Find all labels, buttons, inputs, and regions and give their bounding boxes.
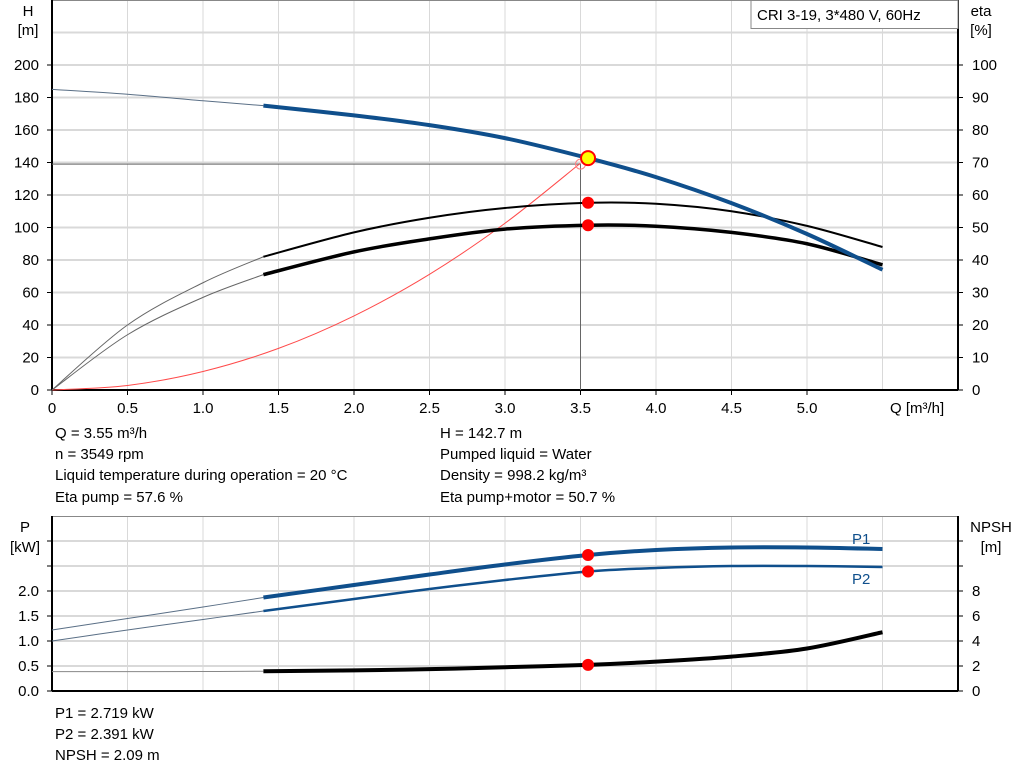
y-left-unit: [m] — [18, 22, 39, 39]
y-right-tick-label: 10 — [972, 350, 989, 367]
y-left-tick-label: 40 — [22, 317, 39, 334]
y-left-tick-label: 100 — [14, 220, 39, 237]
x-tick-label: 0 — [48, 400, 56, 417]
y-left-tick-label: 160 — [14, 122, 39, 139]
legend-text: CRI 3-19, 3*480 V, 60Hz — [757, 7, 921, 24]
legend-box — [750, 0, 959, 29]
info-left-2: Liquid temperature during operation = 20… — [55, 467, 348, 484]
p2-series-label: P2 — [852, 571, 870, 588]
x-tick-label: 2.5 — [419, 400, 440, 417]
npsh-tick-label: 8 — [972, 583, 980, 600]
y-right-tick-label: 90 — [972, 90, 989, 107]
p-tick-label: 2.0 — [18, 583, 39, 600]
y-right-label: eta — [971, 3, 993, 20]
y-right-tick-label: 60 — [972, 187, 989, 204]
info-left-3: Eta pump = 57.6 % — [55, 489, 183, 506]
p-tick-label: 0.5 — [18, 658, 39, 675]
y-left-tick-label: 180 — [14, 90, 39, 107]
y-right-tick-label: 40 — [972, 252, 989, 269]
x-tick-label: 4.5 — [721, 400, 742, 417]
x-tick-label: 3.0 — [495, 400, 516, 417]
p2-curve-extrapolated — [51, 610, 264, 642]
y-left-tick-label: 120 — [14, 187, 39, 204]
x-tick-label: 4.0 — [646, 400, 667, 417]
p-tick-label: 0.0 — [18, 683, 39, 700]
p1-curve-extrapolated — [51, 597, 264, 631]
y-left-tick-label: 0 — [31, 382, 39, 399]
y-right-unit: [%] — [970, 22, 992, 39]
info-power-1: P2 = 2.391 kW — [55, 726, 154, 743]
x-tick-label: 1.0 — [193, 400, 214, 417]
p2-curve — [263, 564, 883, 613]
p-tick-label: 1.0 — [18, 633, 39, 650]
x-axis-label: Q [m³/h] — [890, 400, 944, 417]
y-right-tick-label: 50 — [972, 220, 989, 237]
head-curve-extrapolated — [51, 88, 264, 107]
y-left-tick-label: 80 — [22, 252, 39, 269]
y-right-tick-label: 30 — [972, 285, 989, 302]
y-right-tick-label: 70 — [972, 155, 989, 172]
npsh-tick-label: 0 — [972, 683, 980, 700]
y-right-tick-label: 100 — [972, 57, 997, 74]
p-axis-label: P — [20, 519, 30, 536]
info-right-3: Eta pump+motor = 50.7 % — [440, 489, 616, 506]
info-right-1: Pumped liquid = Water — [440, 446, 592, 463]
info-power-0: P1 = 2.719 kW — [55, 705, 154, 722]
x-tick-label: 5.0 — [797, 400, 818, 417]
p1-series-label: P1 — [852, 531, 870, 548]
y-right-tick-label: 0 — [972, 382, 980, 399]
y-right-tick-label: 20 — [972, 317, 989, 334]
y-left-tick-label: 60 — [22, 285, 39, 302]
p1-marker — [582, 549, 595, 562]
info-right-0: H = 142.7 m — [440, 425, 523, 442]
duty-point-marker — [580, 150, 597, 167]
info-power-2: NPSH = 2.09 m — [55, 747, 160, 764]
p2-marker — [582, 565, 595, 578]
y-right-tick-label: 80 — [972, 122, 989, 139]
y-left-tick-label: 200 — [14, 57, 39, 74]
npsh-axis-label: NPSH — [970, 519, 1012, 536]
y-left-tick-label: 20 — [22, 350, 39, 367]
info-right-2: Density = 998.2 kg/m³ — [440, 467, 587, 484]
npsh-tick-label: 4 — [972, 633, 980, 650]
p-axis-unit: [kW] — [10, 539, 40, 556]
y-left-tick-label: 140 — [14, 155, 39, 172]
info-left-0: Q = 3.55 m³/h — [55, 425, 148, 442]
y-left-label: H — [23, 3, 34, 20]
eta-pump-curve-extrapolated — [51, 256, 264, 391]
system-curve — [51, 162, 581, 391]
p-tick-label: 1.5 — [18, 608, 39, 625]
eta-pump-marker — [582, 196, 595, 209]
eta-pump-motor-curve-extrapolated — [51, 274, 264, 391]
x-tick-label: 1.5 — [268, 400, 289, 417]
npsh-tick-label: 6 — [972, 608, 980, 625]
info-left-1: n = 3549 rpm — [55, 446, 144, 463]
eta-pump-curve — [263, 201, 883, 258]
npsh-marker — [582, 658, 595, 671]
x-tick-label: 3.5 — [570, 400, 591, 417]
x-tick-label: 0.5 — [117, 400, 138, 417]
eta-pump-motor-marker — [582, 219, 595, 232]
npsh-axis-unit: [m] — [981, 539, 1002, 556]
npsh-tick-label: 2 — [972, 658, 980, 675]
x-tick-label: 2.0 — [344, 400, 365, 417]
